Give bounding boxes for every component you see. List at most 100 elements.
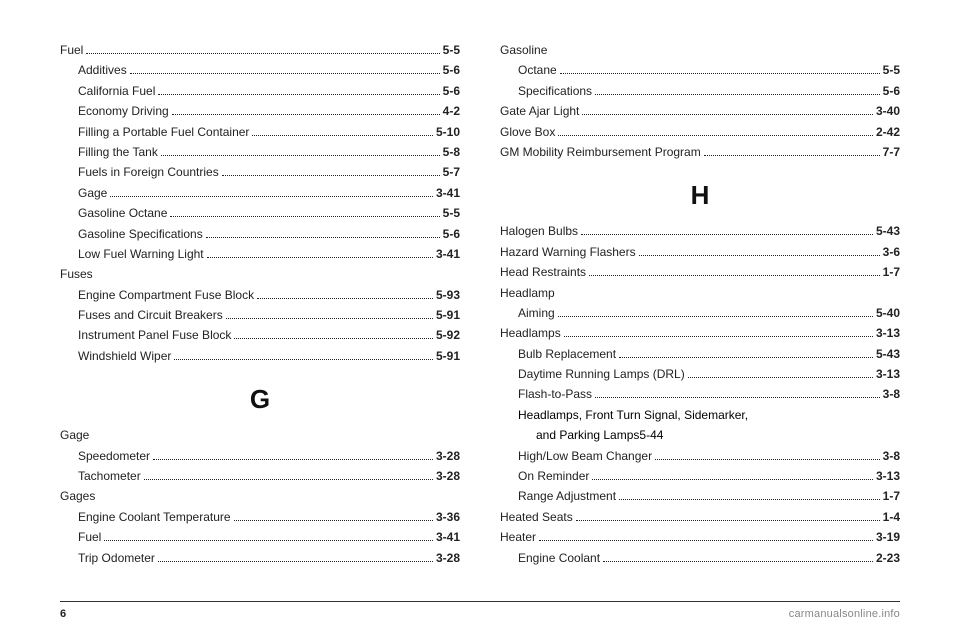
page-ref: 1-7 <box>883 262 900 282</box>
index-entry: Engine Coolant Temperature3-36 <box>60 507 460 527</box>
page-ref: 5-7 <box>443 162 460 182</box>
leader-dots <box>174 359 433 360</box>
index-entry: Heater3-19 <box>500 527 900 547</box>
index-label: Headlamps, Front Turn Signal, Sidemarker… <box>500 405 900 425</box>
index-entry: Daytime Running Lamps (DRL)3-13 <box>500 364 900 384</box>
page-ref: 3-40 <box>876 101 900 121</box>
index-label: Additives <box>60 60 127 80</box>
index-entry: Speedometer3-28 <box>60 446 460 466</box>
right-column: GasolineOctane5-5Specifications5-6Gate A… <box>500 40 900 568</box>
index-label: Gasoline Specifications <box>60 224 203 244</box>
index-entry: Engine Coolant 2-23 <box>500 548 900 568</box>
index-label: Windshield Wiper <box>60 346 171 366</box>
section-letter: G <box>60 384 460 415</box>
leader-dots <box>110 196 433 197</box>
leader-dots <box>172 114 440 115</box>
page-ref: 1-7 <box>883 486 900 506</box>
page-ref: 2-23 <box>876 548 900 568</box>
page-ref: 1-4 <box>883 507 900 527</box>
page-ref: 5-92 <box>436 325 460 345</box>
footer-divider <box>60 601 900 602</box>
index-entry: Gage3-41 <box>60 183 460 203</box>
leader-dots <box>558 316 873 317</box>
index-entry: Filling a Portable Fuel Container5-10 <box>60 122 460 142</box>
index-entry: Additives5-6 <box>60 60 460 80</box>
index-entry: High/Low Beam Changer3-8 <box>500 446 900 466</box>
index-label: Daytime Running Lamps (DRL) <box>500 364 685 384</box>
page-ref: 5-6 <box>443 224 460 244</box>
index-label: Fuel <box>60 527 101 547</box>
index-label: On Reminder <box>500 466 589 486</box>
index-label: Filling a Portable Fuel Container <box>60 122 249 142</box>
index-entry: Economy Driving4-2 <box>60 101 460 121</box>
index-label: Heater <box>500 527 536 547</box>
leader-dots <box>576 520 880 521</box>
index-label: Heated Seats <box>500 507 573 527</box>
leader-dots <box>558 135 873 136</box>
page-ref: 3-41 <box>436 244 460 264</box>
page-ref: 3-8 <box>883 384 900 404</box>
page-ref: 5-91 <box>436 305 460 325</box>
index-heading: Gage <box>60 425 460 445</box>
index-label: Flash-to-Pass <box>500 384 592 404</box>
page-ref: 5-93 <box>436 285 460 305</box>
leader-dots <box>257 298 433 299</box>
index-entry: Aiming 5-40 <box>500 303 900 323</box>
index-label: Glove Box <box>500 122 555 142</box>
page-ref: 5-8 <box>443 142 460 162</box>
index-label: Engine Coolant <box>500 548 600 568</box>
page-ref: 3-41 <box>436 527 460 547</box>
page-ref: 3-28 <box>436 466 460 486</box>
page-ref: 5-5 <box>883 60 900 80</box>
index-heading: Headlamp <box>500 283 900 303</box>
index-entry: Glove Box2-42 <box>500 122 900 142</box>
page-ref: 5-6 <box>883 81 900 101</box>
index-entry: Flash-to-Pass 3-8 <box>500 384 900 404</box>
leader-dots <box>130 73 440 74</box>
index-label: Hazard Warning Flashers <box>500 242 636 262</box>
leader-dots <box>234 338 433 339</box>
leader-dots <box>595 94 880 95</box>
leader-dots <box>234 520 433 521</box>
leader-dots <box>86 53 439 54</box>
leader-dots <box>582 114 873 115</box>
index-label: and Parking Lamps <box>500 425 639 445</box>
index-entry: GM Mobility Reimbursement Program7-7 <box>500 142 900 162</box>
index-entry: Headlamps3-13 <box>500 323 900 343</box>
leader-dots <box>688 377 873 378</box>
index-entry: Instrument Panel Fuse Block 5-92 <box>60 325 460 345</box>
index-label: Aiming <box>500 303 555 323</box>
index-entry: California Fuel5-6 <box>60 81 460 101</box>
leader-dots <box>603 561 873 562</box>
index-entry: Gasoline Octane5-5 <box>60 203 460 223</box>
index-label: Head Restraints <box>500 262 586 282</box>
index-heading: Fuses <box>60 264 460 284</box>
index-label: Instrument Panel Fuse Block <box>60 325 231 345</box>
index-label: Bulb Replacement <box>500 344 616 364</box>
index-entry: Fuel 3-41 <box>60 527 460 547</box>
leader-dots <box>639 255 880 256</box>
page-ref: 5-43 <box>876 344 900 364</box>
leader-dots <box>619 357 873 358</box>
page-footer: 6 carmanualsonline.info <box>60 601 900 620</box>
leader-dots <box>222 175 440 176</box>
page-ref: 5-6 <box>443 81 460 101</box>
index-label: Engine Compartment Fuse Block <box>60 285 254 305</box>
index-entry: Low Fuel Warning Light 3-41 <box>60 244 460 264</box>
index-entry: Heated Seats 1-4 <box>500 507 900 527</box>
leader-dots <box>153 459 433 460</box>
index-label: Low Fuel Warning Light <box>60 244 204 264</box>
index-entry: Range Adjustment1-7 <box>500 486 900 506</box>
leader-dots <box>170 216 439 217</box>
left-column: Fuel5-5Additives5-6California Fuel5-6Eco… <box>60 40 460 568</box>
page-ref: 3-13 <box>876 466 900 486</box>
leader-dots <box>226 318 433 319</box>
index-entry: Trip Odometer3-28 <box>60 548 460 568</box>
index-label: Gasoline Octane <box>60 203 167 223</box>
leader-dots <box>206 237 440 238</box>
page-ref: 4-2 <box>443 101 460 121</box>
leader-dots <box>581 234 873 235</box>
page-ref: 5-40 <box>876 303 900 323</box>
index-label: Speedometer <box>60 446 150 466</box>
leader-dots <box>539 540 873 541</box>
